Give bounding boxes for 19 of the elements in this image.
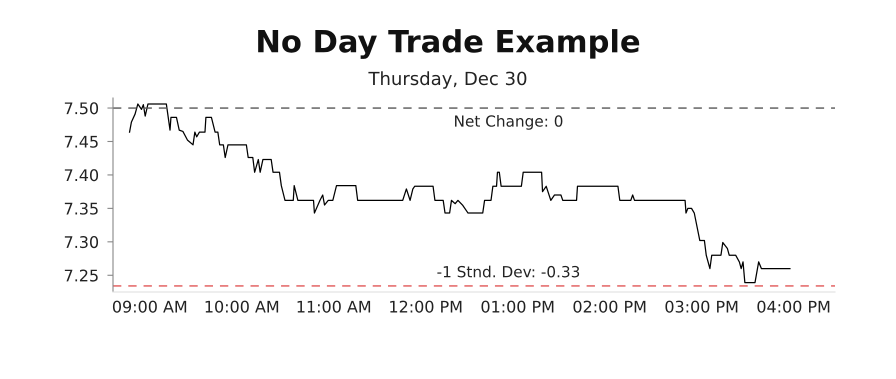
y-tick-label: 7.35	[64, 202, 98, 215]
y-tick-label: 7.50	[64, 102, 98, 114]
line-series	[128, 103, 791, 284]
x-tick-label: 03:00 PM	[665, 300, 738, 313]
y-tick-label: 7.30	[64, 236, 98, 248]
x-tick-label: 04:00 PM	[757, 300, 830, 313]
y-tick-label: 7.40	[64, 169, 98, 182]
x-tick-label: 10:00 AM	[206, 300, 278, 313]
x-tick-label: 11:00 AM	[298, 300, 370, 313]
annotation: Net Change: 0	[455, 114, 562, 130]
chart-subtitle: Thursday, Dec 30	[368, 71, 526, 89]
y-tick-label: 7.45	[64, 136, 98, 148]
annotation: -1 Stnd. Dev: -0.33	[437, 266, 580, 278]
y-tick-label: 7.25	[64, 269, 98, 282]
x-tick-label: 02:00 PM	[573, 300, 646, 313]
x-tick-label: 01:00 PM	[481, 300, 554, 313]
chart-title: No Day Trade Example	[258, 29, 640, 59]
x-tick-label: 09:00 AM	[112, 300, 186, 313]
x-tick-label: 12:00 PM	[390, 300, 462, 313]
